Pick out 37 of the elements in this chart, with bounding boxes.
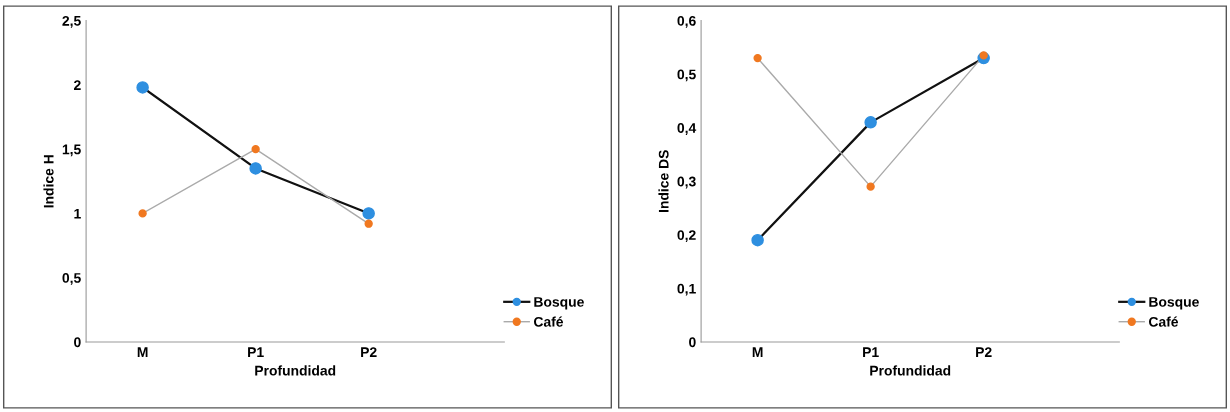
y-tick-label: 0,6 xyxy=(677,15,696,28)
legend-label: Café xyxy=(1148,316,1179,327)
y-tick-label: 0 xyxy=(689,337,696,348)
point xyxy=(866,182,875,191)
x-tick-label: M xyxy=(137,347,148,357)
legend-label: Bosque xyxy=(1149,297,1199,310)
point xyxy=(136,81,149,94)
x-tick-label: M xyxy=(752,347,763,357)
y-tick-label: 0,5 xyxy=(677,69,696,82)
x-tick-label: P1 xyxy=(863,347,879,357)
legend-label: Café xyxy=(533,316,564,327)
point xyxy=(753,53,762,63)
y-tick-label: 0,5 xyxy=(62,273,81,285)
y-axis-title: Indice DS xyxy=(658,150,669,212)
x-tick-label: P2 xyxy=(976,347,992,357)
point xyxy=(751,233,764,247)
y-tick-label: 0,4 xyxy=(677,123,697,135)
y-tick-label: 2,5 xyxy=(62,15,81,28)
x-tick-label: P2 xyxy=(361,347,377,357)
point xyxy=(864,116,877,129)
y-tick-label: 1,5 xyxy=(62,144,81,157)
y-tick-label: 1 xyxy=(74,208,81,219)
x-axis-title: Profundidad xyxy=(870,365,951,376)
y-tick-label: 0 xyxy=(74,337,81,348)
y-tick-label: 0,2 xyxy=(677,230,696,243)
y-tick-label: 2 xyxy=(74,80,81,90)
y-tick-label: 0,3 xyxy=(677,176,696,189)
legend-label: Bosque xyxy=(534,297,584,310)
point xyxy=(138,209,147,218)
x-tick-label: P1 xyxy=(248,347,264,357)
point xyxy=(362,207,375,220)
x-axis-title: Profundidad xyxy=(255,365,336,376)
y-tick-label: 0,1 xyxy=(677,283,696,296)
point xyxy=(364,219,373,228)
point xyxy=(251,144,260,154)
point xyxy=(249,162,262,175)
y-axis-title: Indice H xyxy=(43,155,54,208)
